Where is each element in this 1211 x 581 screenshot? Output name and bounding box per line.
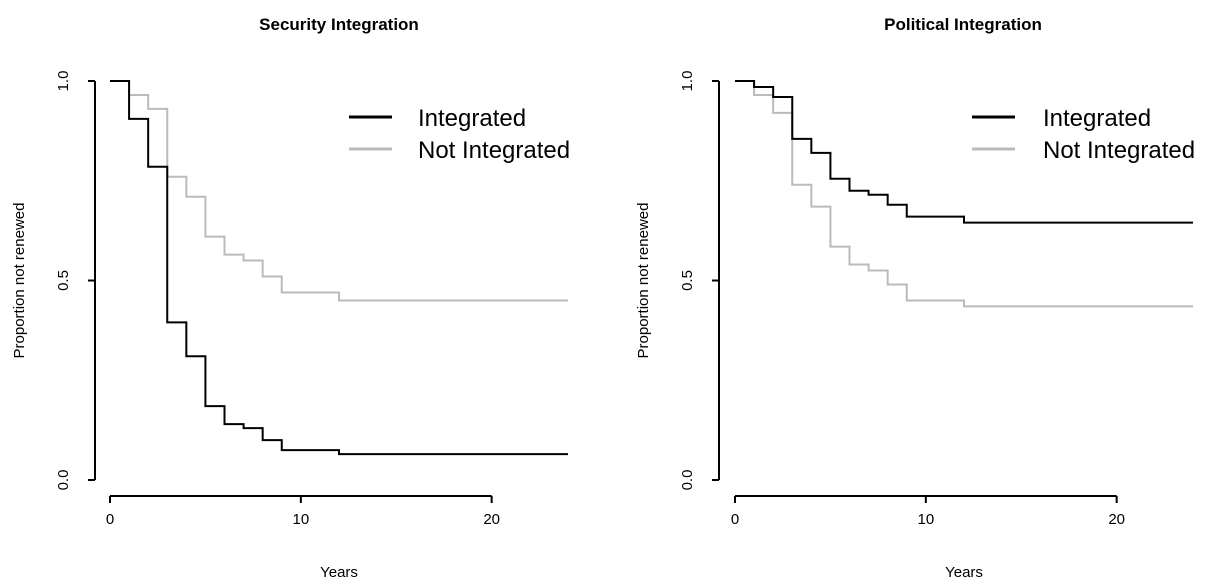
legend-label: Not Integrated <box>418 137 570 164</box>
y-tick-label: 0.0 <box>55 470 72 491</box>
x-tick-label: 20 <box>1108 511 1125 528</box>
x-tick-label: 20 <box>483 511 500 528</box>
y-axis-label: Proportion not renewed <box>11 203 28 359</box>
chart-panel-2: Political Integration 0 10 20 Years 0.0 0.5 1.0… <box>635 15 1195 581</box>
x-tick-label: 0 <box>106 511 114 528</box>
series-line-not-integrated <box>735 80 1193 308</box>
x-tick-label: 10 <box>917 511 934 528</box>
x-tick-label: 0 <box>731 511 739 528</box>
x-tick-label: 10 <box>292 511 309 528</box>
chart-title: Security Integration <box>259 15 419 34</box>
series-line-integrated <box>110 80 568 456</box>
y-tick-label: 0.0 <box>679 470 696 491</box>
y-axis-label: Proportion not renewed <box>635 203 652 359</box>
x-axis-label: Years <box>945 564 983 581</box>
chart-panel-1: Security Integration 0 10 20 Years 0.0 0.5 1.0 P… <box>11 15 570 581</box>
y-tick-label: 1.0 <box>679 71 696 92</box>
legend: Integrated Not Integrated <box>972 105 1195 164</box>
legend-label: Integrated <box>418 105 526 132</box>
legend-label: Integrated <box>1043 105 1151 132</box>
series-line-integrated <box>735 80 1193 224</box>
y-tick-label: 0.5 <box>679 270 696 291</box>
x-axis-label: Years <box>320 564 358 581</box>
legend-label: Not Integrated <box>1043 137 1195 164</box>
chart-title: Political Integration <box>884 15 1042 34</box>
y-tick-label: 0.5 <box>55 270 72 291</box>
y-tick-label: 1.0 <box>55 71 72 92</box>
series-line-not-integrated <box>110 80 568 302</box>
legend: Integrated Not Integrated <box>349 105 570 164</box>
